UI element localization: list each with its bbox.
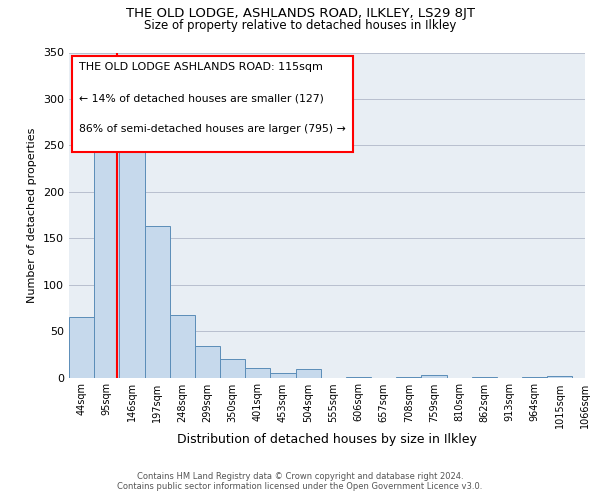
Bar xyxy=(69,317,94,378)
Text: THE OLD LODGE, ASHLANDS ROAD, ILKLEY, LS29 8JT: THE OLD LODGE, ASHLANDS ROAD, ILKLEY, LS… xyxy=(125,8,475,20)
Bar xyxy=(346,376,371,378)
Text: 86% of semi-detached houses are larger (795) →: 86% of semi-detached houses are larger (… xyxy=(79,124,346,134)
FancyBboxPatch shape xyxy=(71,56,353,152)
Bar xyxy=(245,368,271,378)
Bar xyxy=(522,376,547,378)
Bar xyxy=(195,346,220,378)
Text: THE OLD LODGE ASHLANDS ROAD: 115sqm: THE OLD LODGE ASHLANDS ROAD: 115sqm xyxy=(79,62,323,72)
Bar xyxy=(421,374,446,378)
Bar xyxy=(472,376,497,378)
Bar xyxy=(296,369,321,378)
Y-axis label: Number of detached properties: Number of detached properties xyxy=(28,128,37,302)
Text: ← 14% of detached houses are smaller (127): ← 14% of detached houses are smaller (12… xyxy=(79,93,324,103)
Text: Size of property relative to detached houses in Ilkley: Size of property relative to detached ho… xyxy=(144,19,456,32)
Bar xyxy=(220,359,245,378)
Bar xyxy=(547,376,572,378)
Bar xyxy=(396,376,421,378)
Bar xyxy=(119,123,145,378)
Text: Contains HM Land Registry data © Crown copyright and database right 2024.: Contains HM Land Registry data © Crown c… xyxy=(137,472,463,481)
Text: Contains public sector information licensed under the Open Government Licence v3: Contains public sector information licen… xyxy=(118,482,482,491)
Bar xyxy=(170,316,195,378)
Bar xyxy=(145,226,170,378)
X-axis label: Distribution of detached houses by size in Ilkley: Distribution of detached houses by size … xyxy=(177,434,477,446)
Bar xyxy=(271,373,296,378)
Bar xyxy=(94,116,119,378)
